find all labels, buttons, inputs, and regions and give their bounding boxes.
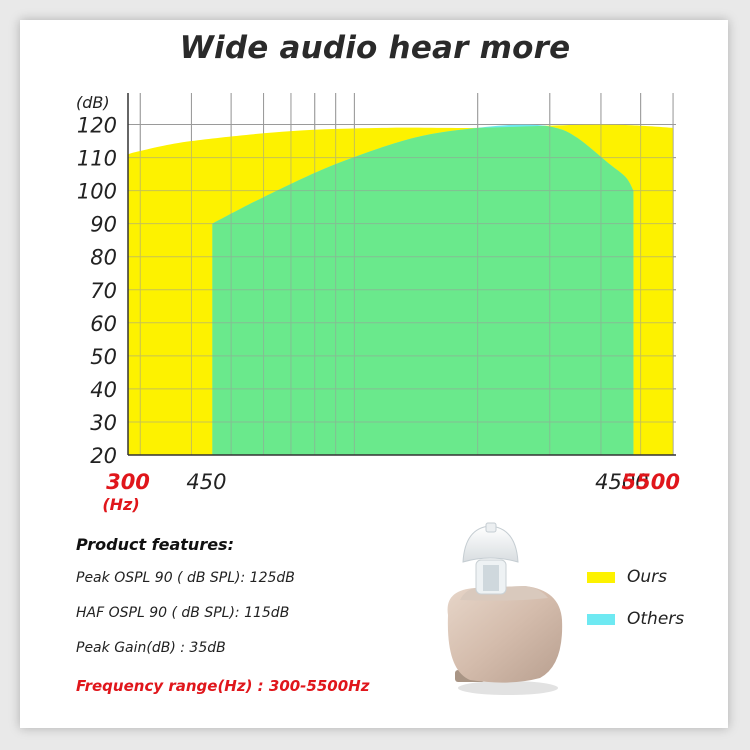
legend-label-others: Others <box>627 609 685 629</box>
legend-swatch-ours <box>587 572 615 583</box>
features-heading: Product features: <box>76 535 234 554</box>
hearing-aid-image <box>447 522 563 695</box>
y-tick-label: 40 <box>90 378 117 402</box>
x-tick-label: 4500 <box>595 470 648 494</box>
y-tick-label: 100 <box>77 180 117 204</box>
page-title: Wide audio hear more <box>179 30 571 66</box>
y-tick-label: 90 <box>90 213 117 237</box>
y-tick-label: 30 <box>90 411 117 435</box>
legend-label-ours: Ours <box>627 567 668 587</box>
y-axis-unit-label: (dB) <box>76 93 110 112</box>
feature-peak-ospl: Peak OSPL 90 ( dB SPL): 125dB <box>76 570 295 586</box>
y-tick-label: 120 <box>77 114 117 138</box>
x-tick-label: 5500 <box>622 470 680 494</box>
y-tick-label: 70 <box>90 279 117 303</box>
legend-swatch-others <box>587 614 615 625</box>
x-tick-label: 300 <box>106 470 150 494</box>
grid-overlay <box>128 93 676 456</box>
feature-peak-gain: Peak Gain(dB) : 35dB <box>76 640 226 656</box>
y-tick-label: 20 <box>90 444 117 468</box>
x-axis-unit-label: (Hz) <box>102 495 139 514</box>
y-tick-label: 110 <box>77 147 117 171</box>
feature-haf-ospl: HAF OSPL 90 ( dB SPL): 115dB <box>76 605 290 621</box>
y-tick-label: 80 <box>90 246 117 270</box>
x-tick-label: 450 <box>186 470 226 494</box>
y-tick-label: 60 <box>90 312 117 336</box>
axes <box>127 93 676 456</box>
y-tick-label: 50 <box>90 345 117 369</box>
feature-frequency-range: Frequency range(Hz) : 300-5500Hz <box>76 677 370 695</box>
